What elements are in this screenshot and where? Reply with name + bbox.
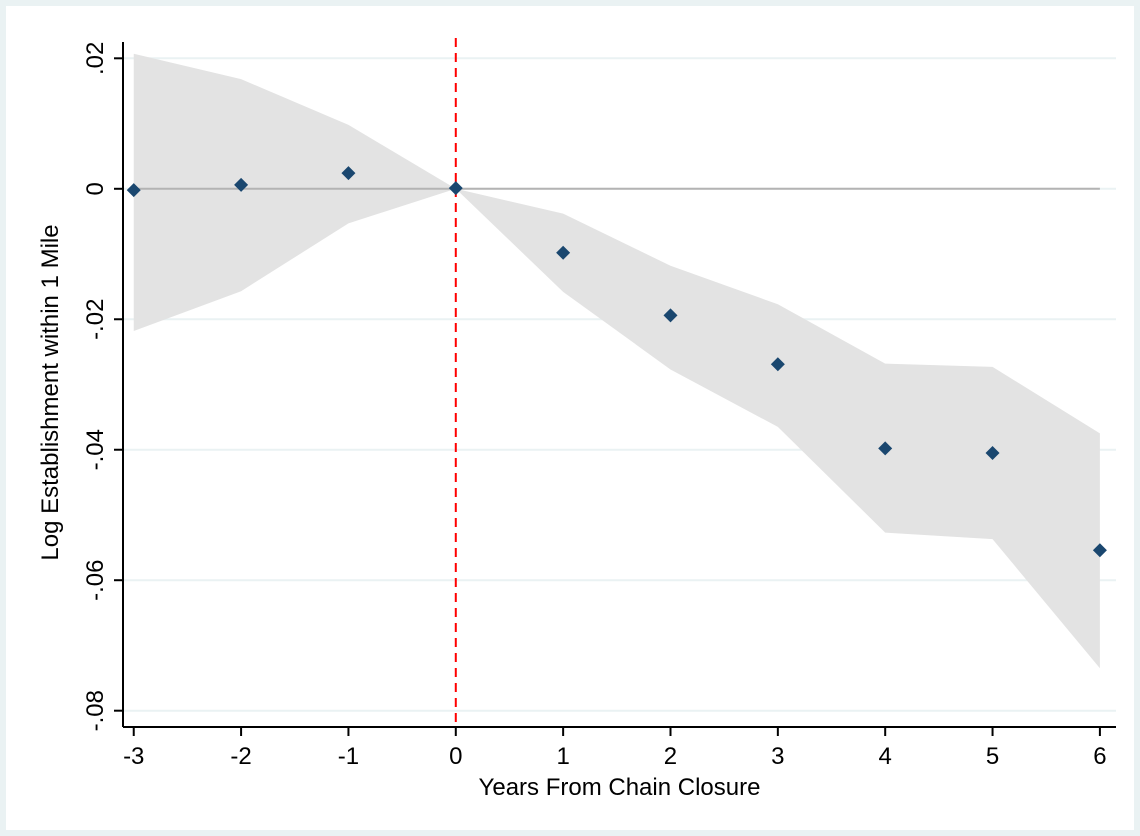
coefficient-point	[126, 183, 141, 198]
coefficient-point	[556, 245, 571, 260]
coefficient-point	[1092, 543, 1107, 558]
coefficient-point	[878, 441, 893, 456]
coefficient-point	[985, 446, 1000, 460]
coefficient-point	[234, 177, 249, 192]
coefficient-point	[341, 166, 356, 181]
coefficient-point	[663, 308, 678, 323]
confidence-interval-band	[133, 53, 1100, 669]
y-tick-label: -.06	[82, 560, 109, 601]
x-axis-ticks: -3 -2 -1 0 1 2 3 4 5 6	[123, 727, 1107, 770]
y-tick-label: .02	[82, 42, 109, 75]
x-tick-label: -1	[338, 743, 359, 770]
x-tick-label: 1	[556, 743, 569, 770]
coefficient-point	[770, 357, 785, 372]
coefficient-markers	[126, 166, 1107, 558]
y-tick-label: -.04	[82, 429, 109, 470]
y-axis-title: Log Establishment within 1 Mile	[37, 224, 64, 560]
x-tick-label: 5	[986, 743, 999, 770]
x-tick-label: -3	[123, 743, 144, 770]
x-tick-label: 4	[879, 743, 892, 770]
y-tick-label: -.08	[82, 690, 109, 731]
x-tick-label: 6	[1093, 743, 1106, 770]
y-axis-ticks: .02 0 -.02 -.04 -.06 -.08	[82, 42, 123, 731]
x-tick-label: 2	[664, 743, 677, 770]
x-tick-label: -2	[230, 743, 251, 770]
y-tick-label: -.02	[82, 299, 109, 340]
coefficient-point	[448, 181, 463, 196]
x-tick-label: 0	[449, 743, 462, 770]
y-tick-label: 0	[82, 182, 109, 195]
x-tick-label: 3	[771, 743, 784, 770]
x-axis-title: Years From Chain Closure	[479, 774, 761, 801]
